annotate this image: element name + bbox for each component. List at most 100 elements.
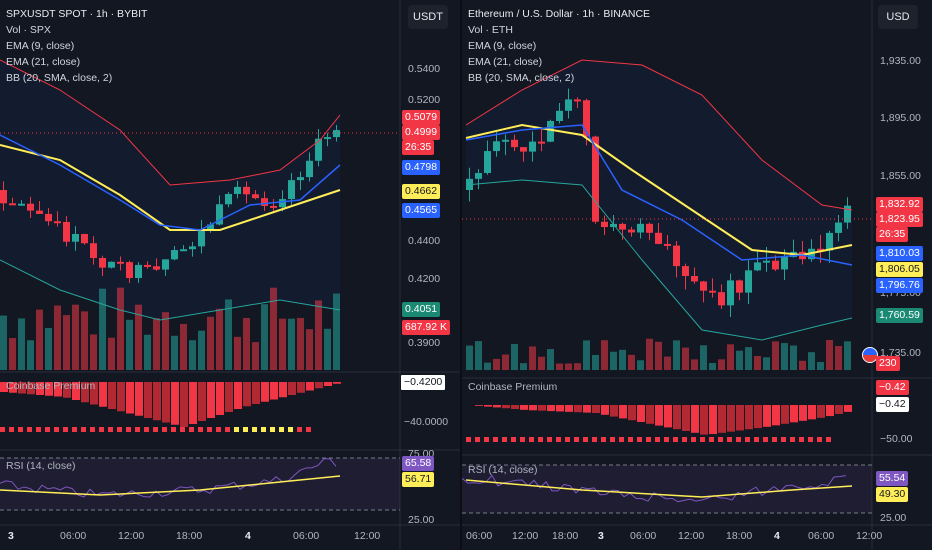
premium-signal-dot — [700, 437, 705, 442]
volume-bar — [126, 319, 133, 370]
candle — [709, 290, 716, 293]
spx-time-label: 12:00 — [118, 530, 145, 542]
premium-signal-dot — [511, 437, 516, 442]
premium-signal-dot — [709, 437, 714, 442]
premium-signal-dot — [171, 427, 176, 432]
spx-bb-legend[interactable]: BB (20, SMA, close, 2) — [6, 72, 113, 84]
premium-histogram-bar — [135, 382, 143, 416]
premium-histogram-bar — [574, 405, 582, 413]
premium-signal-dot — [799, 437, 804, 442]
spx-axis-label: 0.4400 — [408, 235, 441, 247]
volume-bar — [261, 304, 268, 370]
eth-rsi-value: 55.54 — [876, 471, 909, 486]
premium-signal-dot — [0, 427, 5, 432]
candle — [171, 250, 178, 260]
premium-histogram-bar — [610, 405, 618, 417]
candle — [538, 141, 545, 144]
candle — [306, 160, 313, 178]
spx-axis-label: 0.5400 — [408, 63, 441, 75]
spx-bb-upper-tag: 0.5079 — [402, 110, 441, 125]
candle — [9, 203, 16, 206]
spx-currency-button[interactable]: USDT — [408, 5, 448, 29]
eth-chart-pane[interactable]: Ethereum / U.S. Dollar · 1h · BINANCE Vo… — [462, 0, 932, 550]
premium-signal-dot — [63, 427, 68, 432]
volume-bar — [270, 287, 277, 370]
premium-signal-dot — [180, 427, 185, 432]
volume-bar — [45, 327, 52, 370]
candle — [270, 205, 277, 208]
premium-histogram-bar — [547, 405, 555, 412]
candle — [700, 281, 707, 291]
eth-countdown-tag: 26:35 — [876, 227, 909, 242]
spx-vol-legend[interactable]: Vol · SPX — [6, 24, 51, 36]
premium-signal-dot — [153, 427, 158, 432]
eth-currency-button[interactable]: USD — [878, 5, 918, 29]
volume-bar — [772, 341, 779, 370]
candle — [45, 213, 52, 222]
pane-divider[interactable] — [460, 0, 462, 550]
eth-chart-canvas[interactable] — [462, 0, 932, 550]
ema21-line — [0, 144, 341, 231]
eth-ema9-legend[interactable]: EMA (9, close) — [468, 40, 537, 52]
spx-ema9-legend[interactable]: EMA (9, close) — [6, 40, 75, 52]
candle — [81, 234, 88, 244]
candle — [754, 262, 761, 271]
candle — [189, 246, 196, 250]
volume-bar — [628, 354, 635, 370]
premium-histogram-bar — [234, 382, 242, 409]
volume-bar — [790, 345, 797, 370]
eth-time-label: 18:00 — [726, 530, 753, 542]
eth-axis-label: 1,895.00 — [880, 112, 921, 124]
volume-bar — [0, 315, 7, 370]
spx-chart-pane[interactable]: SPXUSDT SPOT · 1h · BYBIT Vol · SPX EMA … — [0, 0, 460, 550]
candle — [637, 223, 644, 233]
volume-bar — [574, 363, 581, 370]
volume-bar — [216, 308, 223, 370]
eth-premium-axis: −50.00 — [880, 433, 913, 445]
eth-bb-upper-tag: 1,832.92 — [876, 197, 923, 212]
eth-time-label: 3 — [598, 530, 604, 542]
spx-rsi-label[interactable]: RSI (14, close) — [6, 460, 76, 472]
spx-symbol-title[interactable]: SPXUSDT SPOT · 1h · BYBIT — [6, 8, 148, 20]
volume-bar — [306, 329, 313, 370]
volume-bar — [619, 349, 626, 370]
candle — [844, 205, 851, 223]
premium-histogram-bar — [601, 405, 609, 415]
spx-premium-label[interactable]: Coinbase Premium — [6, 380, 96, 392]
volume-bar — [727, 344, 734, 370]
volume-bar — [315, 300, 322, 370]
eth-symbol-title[interactable]: Ethereum / U.S. Dollar · 1h · BINANCE — [468, 8, 651, 20]
eth-vol-legend[interactable]: Vol · ETH — [468, 24, 513, 36]
spx-ema21-legend[interactable]: EMA (21, close) — [6, 56, 81, 68]
eth-rsi-axis-bottom: 25.00 — [880, 512, 907, 524]
rsi-line — [0, 458, 337, 498]
candle — [108, 261, 115, 268]
premium-signal-dot — [772, 437, 777, 442]
premium-signal-dot — [475, 437, 480, 442]
spx-ema9-tag: 0.4798 — [402, 160, 441, 175]
premium-signal-dot — [637, 437, 642, 442]
volume-bar — [63, 315, 70, 370]
volume-bar — [117, 287, 124, 370]
premium-histogram-bar — [90, 382, 98, 405]
premium-histogram-bar — [646, 405, 654, 424]
premium-signal-dot — [763, 437, 768, 442]
candle — [646, 223, 653, 233]
eth-rsi-label[interactable]: RSI (14, close) — [468, 464, 538, 476]
volume-bar — [601, 340, 608, 370]
spx-chart-canvas[interactable] — [0, 0, 460, 550]
candle — [162, 259, 169, 270]
premium-histogram-bar — [297, 382, 305, 393]
spx-axis-label: 0.4200 — [408, 273, 441, 285]
eth-ema21-legend[interactable]: EMA (21, close) — [468, 56, 543, 68]
eth-premium-label[interactable]: Coinbase Premium — [468, 381, 558, 393]
premium-signal-dot — [99, 427, 104, 432]
us-flag-icon[interactable] — [862, 347, 878, 363]
volume-bar — [835, 346, 842, 370]
eth-bb-legend[interactable]: BB (20, SMA, close, 2) — [468, 72, 575, 84]
premium-histogram-bar — [306, 382, 314, 391]
premium-signal-dot — [81, 427, 86, 432]
volume-bar — [655, 341, 662, 370]
eth-time-label: 12:00 — [678, 530, 705, 542]
candle — [252, 194, 259, 199]
